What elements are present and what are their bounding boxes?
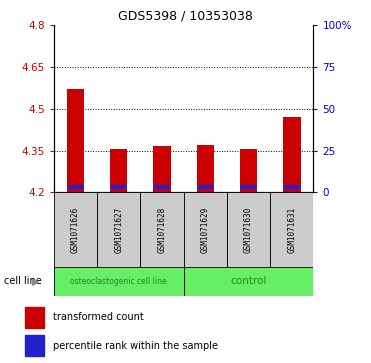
Text: ▶: ▶: [32, 276, 39, 286]
Text: GSM1071626: GSM1071626: [71, 207, 80, 253]
Bar: [153, 146, 171, 192]
Bar: [67, 185, 84, 189]
Bar: [25, 335, 44, 356]
Text: percentile rank within the sample: percentile rank within the sample: [53, 340, 218, 351]
Bar: [184, 267, 313, 296]
Text: GSM1071630: GSM1071630: [244, 207, 253, 253]
Bar: [54, 267, 184, 296]
Text: GSM1071628: GSM1071628: [158, 207, 167, 253]
Text: osteoclastogenic cell line: osteoclastogenic cell line: [70, 277, 167, 286]
Text: GSM1071631: GSM1071631: [288, 207, 296, 253]
Text: GSM1071627: GSM1071627: [114, 207, 123, 253]
Bar: [110, 185, 127, 189]
Bar: [270, 192, 313, 267]
Text: control: control: [230, 276, 267, 286]
Bar: [240, 149, 257, 192]
Bar: [25, 307, 44, 328]
Bar: [240, 185, 257, 189]
Text: cell line: cell line: [4, 276, 42, 286]
Bar: [97, 192, 140, 267]
Text: transformed count: transformed count: [53, 313, 144, 322]
Bar: [197, 185, 214, 189]
Bar: [197, 145, 214, 192]
Bar: [153, 185, 171, 189]
Bar: [227, 192, 270, 267]
Bar: [283, 117, 301, 192]
Bar: [110, 149, 127, 192]
Bar: [67, 89, 84, 192]
Text: GSM1071629: GSM1071629: [201, 207, 210, 253]
Bar: [283, 185, 301, 189]
Bar: [140, 192, 184, 267]
Text: GDS5398 / 10353038: GDS5398 / 10353038: [118, 9, 253, 22]
Bar: [54, 192, 97, 267]
Bar: [184, 192, 227, 267]
